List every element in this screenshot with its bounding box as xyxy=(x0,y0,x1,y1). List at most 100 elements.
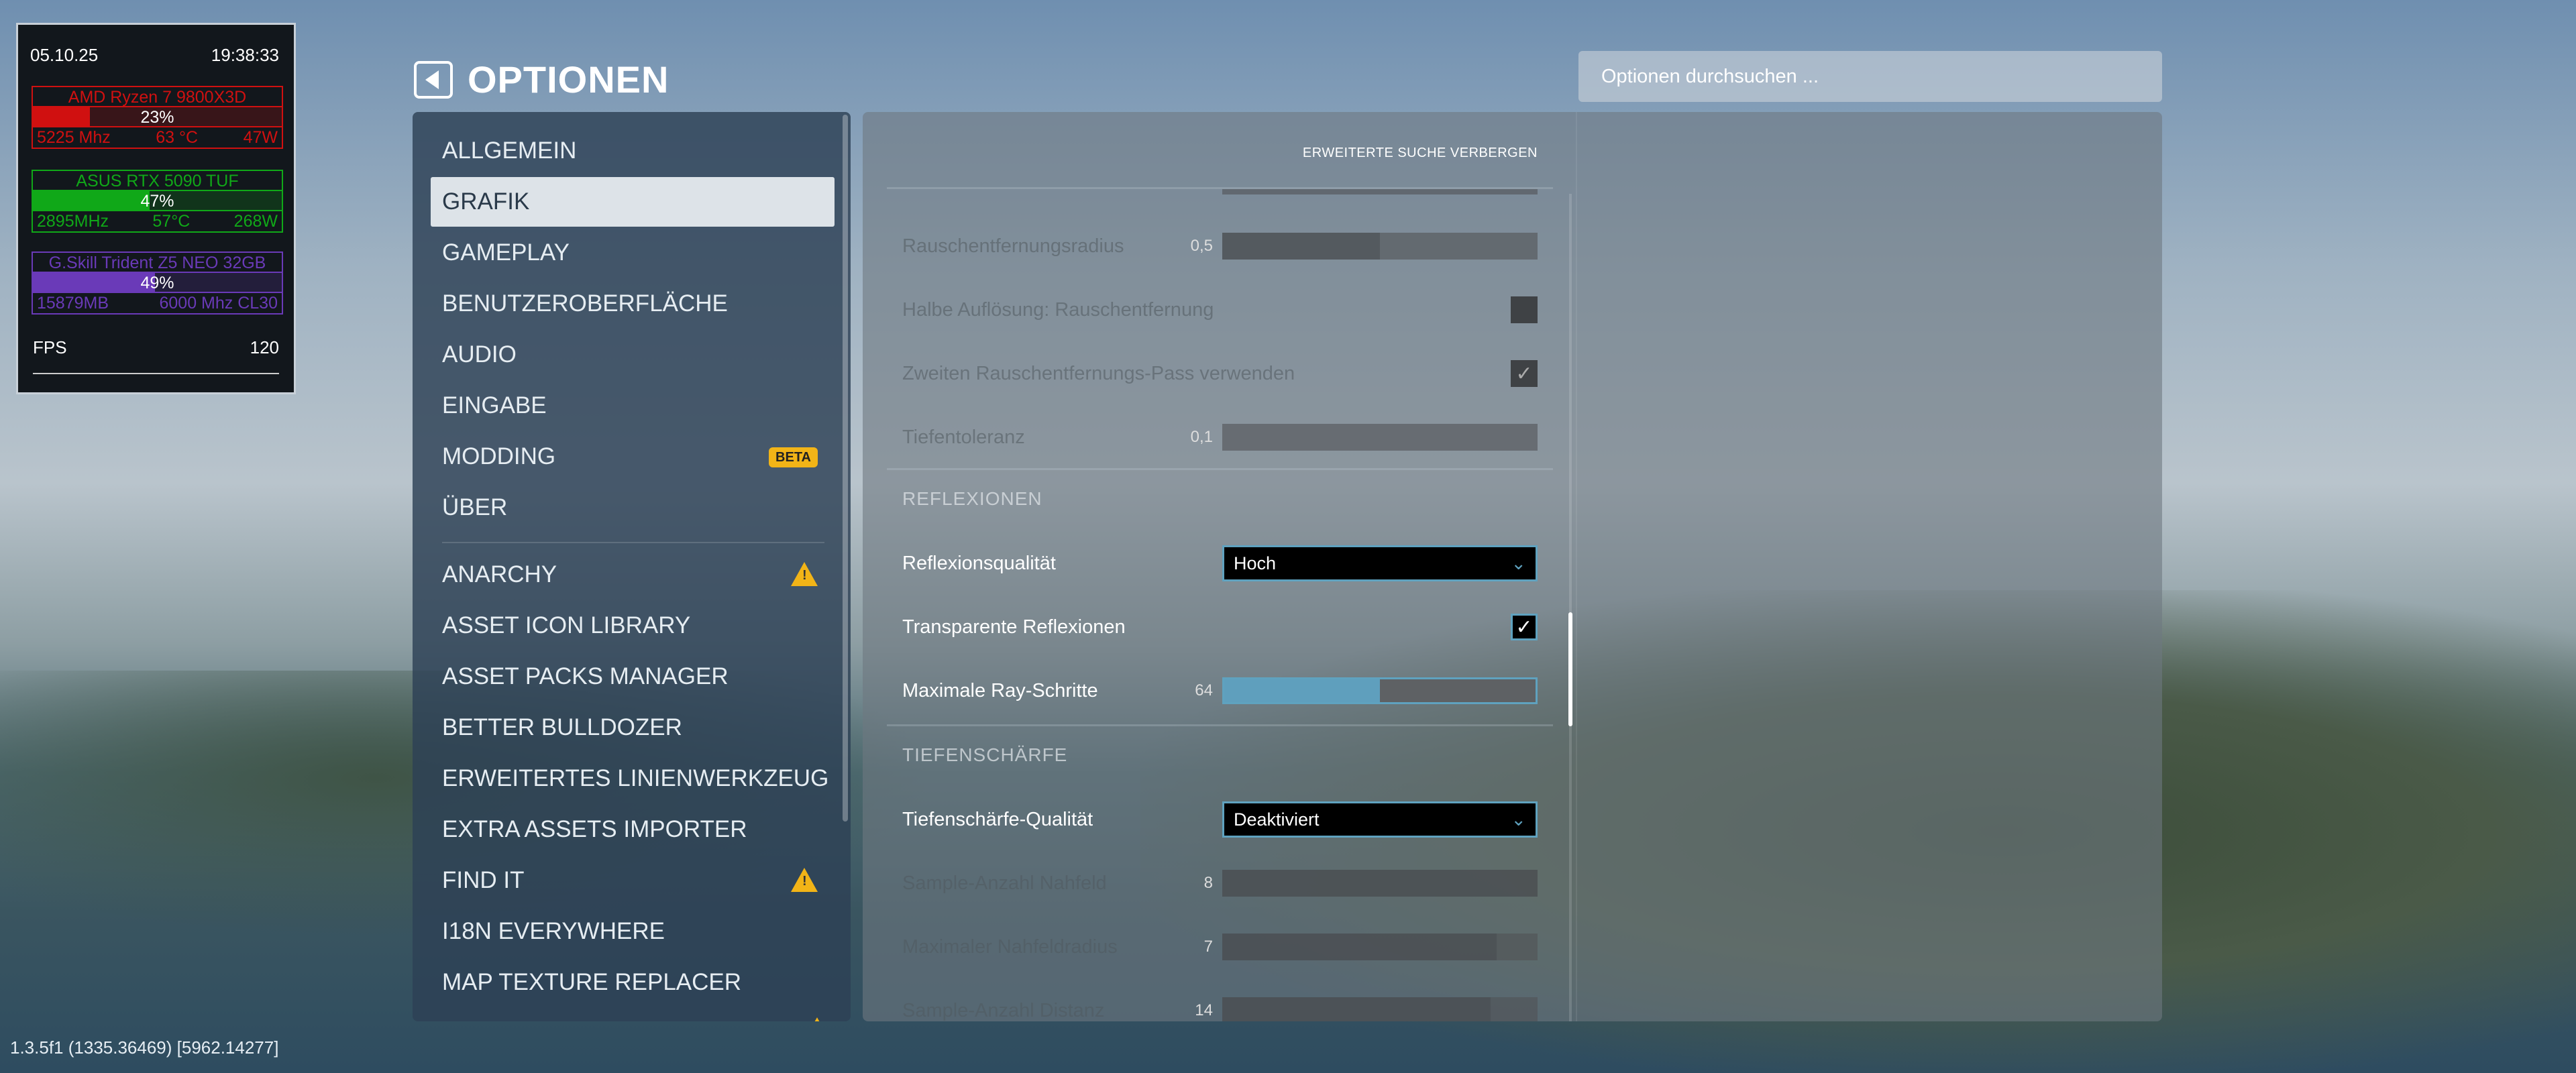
hardware-monitor-overlay: 05.10.25 19:38:33 AMD Ryzen 7 9800X3D 23%… xyxy=(16,23,296,394)
menu-item-label: EINGABE xyxy=(442,392,547,418)
checkbox[interactable]: ✓ xyxy=(1511,360,1538,387)
slider[interactable] xyxy=(1222,997,1538,1021)
partial-slider-row xyxy=(902,189,1538,203)
gpu-temp: 57°C xyxy=(152,212,191,231)
checkbox[interactable]: ✓ xyxy=(1511,614,1538,640)
setting-label: Tiefenschärfe-Qualität xyxy=(902,808,1093,830)
cpu-load: 23% xyxy=(140,108,174,127)
menu-item-label: BENUTZEROBERFLÄCHE xyxy=(442,290,728,317)
hide-advanced-search-button[interactable]: ERWEITERTE SUCHE VERBERGEN xyxy=(1302,146,1538,160)
gpu-load-bar: 47% xyxy=(33,191,282,211)
slider[interactable] xyxy=(1222,677,1538,704)
slider[interactable] xyxy=(1222,870,1538,897)
setting-row: Sample-Anzahl Nahfeld 8 xyxy=(902,863,1538,903)
gpu-name: ASUS RTX 5090 TUF xyxy=(33,171,282,191)
warning-icon: ! xyxy=(791,562,818,586)
cpu-clock: 5225 Mhz xyxy=(37,128,111,147)
menu-item[interactable]: MODDING BETA xyxy=(442,432,818,482)
setting-row: Tiefentoleranz 0,1 xyxy=(902,417,1538,457)
menu-item-label: GRAFIK xyxy=(442,188,530,215)
menu-item[interactable]: FIND IT! xyxy=(442,856,818,905)
menu-item-label: BETTER BULLDOZER xyxy=(442,714,682,740)
menu-item[interactable]: GAMEPLAY xyxy=(442,228,818,278)
settings-scrollbar-track[interactable] xyxy=(1569,194,1572,1021)
menu-item[interactable]: ASSET PACKS MANAGER xyxy=(442,652,818,701)
dropdown[interactable]: Hoch ⌄ xyxy=(1222,545,1538,581)
fps-label: FPS xyxy=(33,337,67,357)
setting-row: Sample-Anzahl Distanz 14 xyxy=(902,991,1538,1021)
setting-row: Rauschentfernungsradius 0,5 xyxy=(902,226,1538,266)
menu-item-label: ALLGEMEIN xyxy=(442,137,577,164)
menu-scrollbar[interactable] xyxy=(843,115,848,822)
setting-row: Transparente Reflexionen ✓ xyxy=(902,607,1538,647)
setting-row: Halbe Auflösung: Rauschentfernung xyxy=(902,290,1538,330)
menu-item[interactable]: ALLGEMEIN xyxy=(442,126,818,176)
menu-item-label: I18N EVERYWHERE xyxy=(442,918,665,944)
cpu-load-bar: 23% xyxy=(33,107,282,127)
setting-row: Tiefenschärfe-Qualität Deaktiviert ⌄ xyxy=(902,799,1538,840)
menu-item-label: ASSET ICON LIBRARY xyxy=(442,612,691,638)
slider-value: 64 xyxy=(1195,681,1213,699)
setting-row: Maximale Ray-Schritte 64 xyxy=(902,671,1538,711)
menu-item[interactable]: MAP TEXTURE REPLACER xyxy=(442,958,818,1007)
divider xyxy=(887,724,1553,726)
menu-item[interactable]: AUDIO xyxy=(442,330,818,380)
cpu-monitor: AMD Ryzen 7 9800X3D 23% 5225 Mhz 63 °C 47W xyxy=(32,86,283,149)
setting-label: Maximale Ray-Schritte xyxy=(902,679,1098,701)
slider[interactable] xyxy=(1222,233,1538,260)
menu-item-label: ANARCHY xyxy=(442,561,557,587)
section-title: TIEFENSCHÄRFE xyxy=(902,744,1068,765)
setting-row: Zweiten Rauschentfernungs-Pass verwenden… xyxy=(902,353,1538,394)
slider[interactable] xyxy=(1222,424,1538,451)
menu-item[interactable]: EXTRA ASSETS IMPORTER xyxy=(442,805,818,854)
settings-panel: ERWEITERTE SUCHE VERBERGEN Rauschentfern… xyxy=(863,112,2162,1021)
menu-item[interactable]: I18N EVERYWHERE xyxy=(442,907,818,956)
section-title: REFLEXIONEN xyxy=(902,488,1042,509)
gpu-load: 47% xyxy=(140,192,174,211)
ram-load-bar: 49% xyxy=(33,273,282,293)
setting-label: Sample-Anzahl Distanz xyxy=(902,999,1105,1021)
setting-row: Reflexionsqualität Hoch ⌄ xyxy=(902,543,1538,583)
warning-icon: ! xyxy=(791,868,818,892)
search-input[interactable]: Optionen durchsuchen ... xyxy=(1578,51,2162,102)
cpu-temp: 63 °C xyxy=(156,128,199,147)
fps-graph xyxy=(33,373,279,374)
slider-value: 0,5 xyxy=(1190,237,1213,255)
menu-item[interactable]: ERWEITERTES LINIENWERKZEUG xyxy=(442,754,828,803)
setting-label: Rauschentfernungsradius xyxy=(902,235,1124,257)
slider[interactable] xyxy=(1222,934,1538,960)
back-button[interactable] xyxy=(414,60,453,99)
slider[interactable] xyxy=(1222,189,1538,194)
checkmark-icon: ✓ xyxy=(1515,616,1533,638)
menu-item[interactable]: GRAFIK xyxy=(431,177,835,227)
dropdown-value: Hoch xyxy=(1234,553,1277,573)
menu-item[interactable]: ASSET ICON LIBRARY xyxy=(442,601,818,651)
setting-label: Sample-Anzahl Nahfeld xyxy=(902,872,1107,894)
menu-item-label: MODDING xyxy=(442,443,556,469)
slider-value: 8 xyxy=(1203,874,1213,892)
gpu-clock: 2895MHz xyxy=(37,212,109,231)
menu-item-label: AUDIO xyxy=(442,341,517,368)
options-menu: ALLGEMEIN GRAFIK GAMEPLAY BENUTZEROBERFLÄCH… xyxy=(413,112,851,1021)
divider xyxy=(887,468,1553,470)
fps-value: 120 xyxy=(250,337,279,357)
menu-item[interactable]: BENUTZEROBERFLÄCHE xyxy=(442,279,818,329)
menu-item[interactable]: ÜBER xyxy=(442,483,818,532)
ram-load: 49% xyxy=(140,274,174,292)
dropdown-value: Deaktiviert xyxy=(1234,809,1320,830)
dropdown[interactable]: Deaktiviert ⌄ xyxy=(1222,801,1538,838)
menu-item[interactable]: ANARCHY! xyxy=(442,550,818,600)
ram-name: G.Skill Trident Z5 NEO 32GB xyxy=(33,253,282,273)
page-title: OPTIONEN xyxy=(468,58,669,101)
ram-monitor: G.Skill Trident Z5 NEO 32GB 49% 15879MB 6… xyxy=(32,251,283,315)
slider-value: 0,1 xyxy=(1190,428,1213,446)
back-arrow-icon xyxy=(425,70,439,89)
checkbox[interactable] xyxy=(1511,296,1538,323)
warning-icon xyxy=(804,1017,830,1021)
menu-item[interactable]: BETTER BULLDOZER xyxy=(442,703,818,752)
chevron-down-icon: ⌄ xyxy=(1511,553,1526,573)
menu-item[interactable]: EINGABE xyxy=(442,381,818,431)
menu-item-label: EXTRA ASSETS IMPORTER xyxy=(442,816,747,842)
menu-item-label: FIND IT xyxy=(442,867,525,893)
settings-scrollbar-thumb[interactable] xyxy=(1568,612,1572,726)
